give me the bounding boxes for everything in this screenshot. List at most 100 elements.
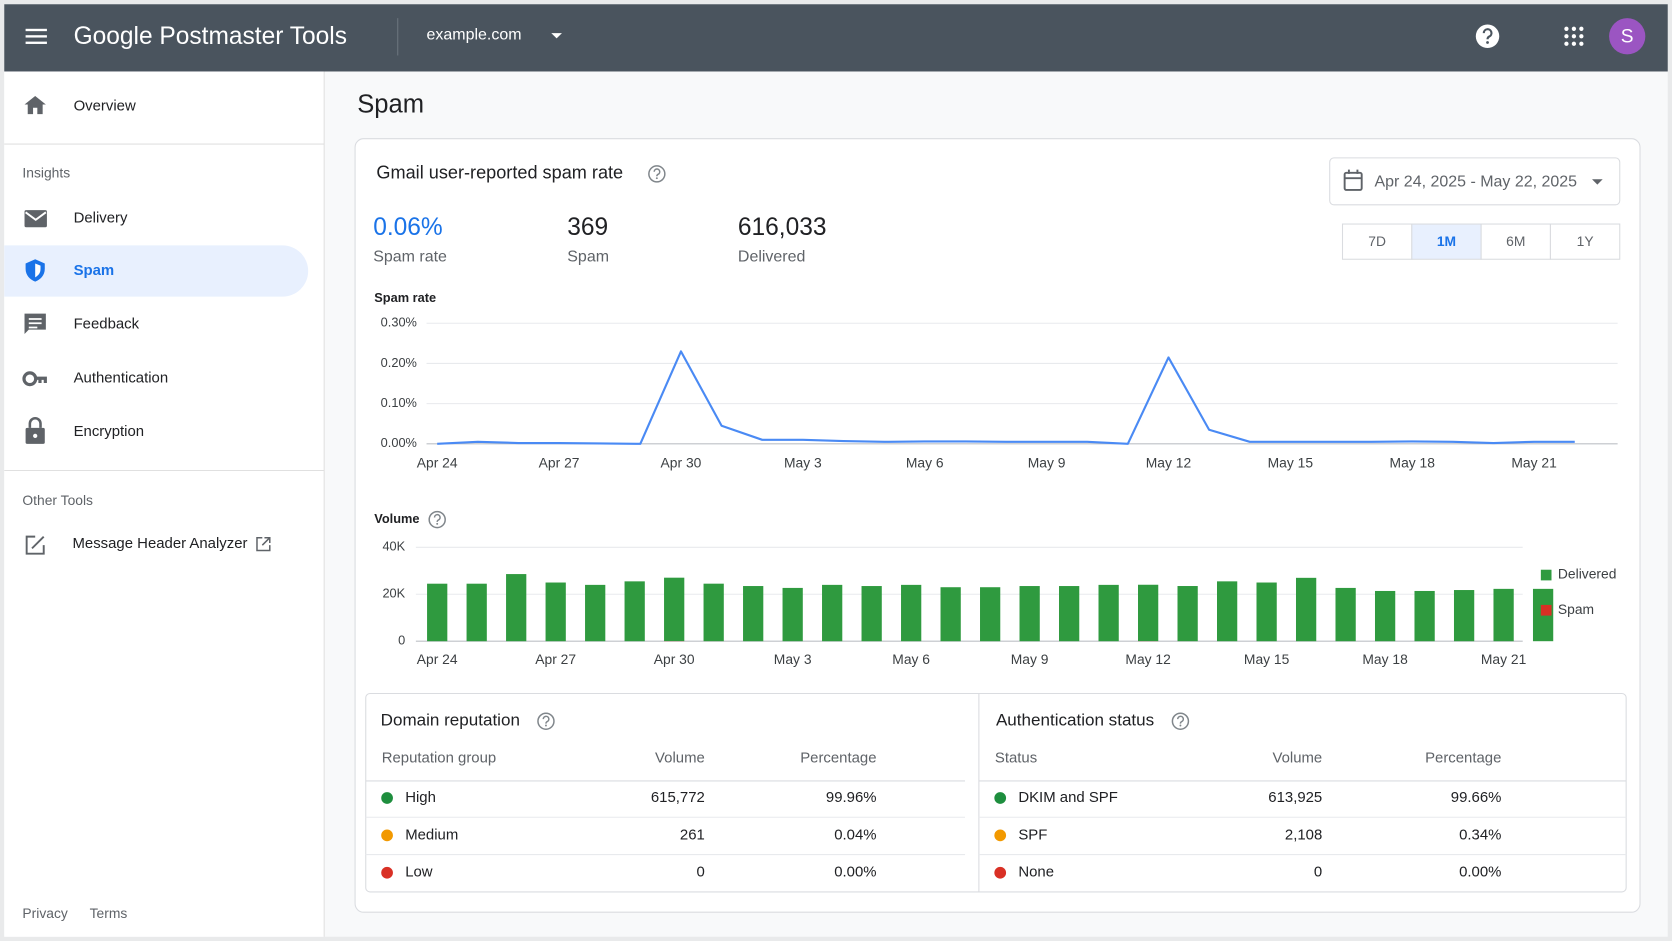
- legend-label[interactable]: Delivered: [1558, 566, 1617, 582]
- chart-title: Volume: [374, 511, 419, 526]
- footer-link[interactable]: Terms: [90, 905, 128, 921]
- table-cell: Low: [405, 864, 433, 881]
- section-heading: Insights: [22, 165, 70, 181]
- nav-item[interactable]: Authentication: [74, 370, 169, 387]
- help-mark: [1177, 715, 1184, 724]
- bar-segment: [1019, 586, 1040, 642]
- date-range: Apr 24, 2025 - May 22, 2025: [1374, 174, 1577, 191]
- avatar-initial: S: [1621, 26, 1634, 47]
- table-cell: 0.00%: [834, 864, 876, 881]
- legend-label[interactable]: Spam: [1558, 601, 1594, 617]
- help-mark: [542, 715, 550, 724]
- home-icon: [24, 96, 46, 115]
- table-cell: 99.66%: [1451, 789, 1502, 806]
- table-cell: 261: [680, 826, 705, 843]
- table-cell: 615,772: [651, 789, 705, 806]
- bar-segment: [1374, 590, 1396, 642]
- bar-segment: [1138, 584, 1159, 642]
- nav-overview[interactable]: Overview: [74, 98, 136, 115]
- table-cell: 0: [697, 864, 705, 881]
- table-cell: 99.96%: [826, 789, 877, 806]
- table-cell: None: [1018, 864, 1054, 881]
- x-tick-label: May 6: [892, 651, 930, 667]
- help-mark: [653, 168, 661, 177]
- table-cell: High: [405, 789, 436, 806]
- bar-segment: [703, 583, 724, 642]
- dropdown-caret[interactable]: [1592, 179, 1603, 185]
- table-cell: 2,108: [1285, 826, 1322, 843]
- y-tick-label: 40K: [382, 539, 405, 554]
- bar-segment: [1414, 590, 1435, 642]
- table-cell: 613,925: [1268, 789, 1322, 806]
- bar-segment: [466, 583, 487, 642]
- bar-segment: [822, 584, 843, 642]
- bar-segment: [585, 584, 606, 642]
- nav-selected-bg: [4, 245, 309, 297]
- bar-segment: [1256, 582, 1277, 642]
- bar-segment: [1177, 586, 1198, 642]
- range-button[interactable]: [1480, 223, 1551, 260]
- avatar[interactable]: [1609, 18, 1646, 55]
- nav-icon: [25, 211, 47, 221]
- nav-item[interactable]: Spam: [74, 262, 115, 279]
- column-header: Volume: [655, 749, 705, 766]
- calendar-icon: [1343, 169, 1363, 191]
- date-range-picker[interactable]: [1329, 157, 1621, 206]
- table-cell: 0: [1314, 864, 1322, 881]
- legend-swatch: [1540, 569, 1552, 581]
- help-button[interactable]: [1475, 24, 1500, 49]
- column-header: Volume: [1272, 749, 1322, 766]
- range-button[interactable]: [1341, 223, 1413, 260]
- top-bar: [4, 4, 1668, 72]
- help-ring: [537, 712, 555, 730]
- column-header: Percentage: [1425, 749, 1501, 766]
- product-name: Google Postmaster Tools: [74, 23, 347, 50]
- help-mark: [433, 513, 441, 522]
- bar-segment: [940, 587, 961, 642]
- stat-label: Spam rate: [373, 248, 447, 265]
- y-tick-label: 0.00%: [381, 435, 417, 450]
- range-label: 1Y: [1577, 233, 1594, 249]
- column-header: Percentage: [800, 749, 876, 766]
- dropdown-caret[interactable]: [551, 33, 562, 39]
- range-label: 7D: [1368, 233, 1386, 249]
- x-tick-label: Apr 27: [539, 455, 580, 471]
- menu-button[interactable]: [25, 28, 47, 44]
- bar-segment: [1216, 581, 1238, 642]
- bar-segment: [1059, 586, 1080, 642]
- bar-segment: [901, 584, 922, 642]
- nav-item[interactable]: Feedback: [74, 315, 140, 332]
- bar-segment: [1098, 584, 1119, 642]
- help-ring: [428, 510, 446, 529]
- nav-icon: [28, 417, 42, 428]
- x-tick-label: May 6: [906, 455, 944, 471]
- bar-segment: [1295, 577, 1317, 642]
- x-tick-label: May 21: [1511, 455, 1557, 471]
- nav-other[interactable]: Message Header Analyzer: [73, 535, 248, 552]
- help-icon[interactable]: [648, 165, 666, 183]
- external-link-icon: [256, 536, 271, 552]
- bar-segment: [545, 582, 566, 642]
- nav-icon: [35, 376, 47, 384]
- y-tick-label: 0.30%: [381, 315, 417, 330]
- footer-link[interactable]: Privacy: [22, 905, 67, 921]
- edit-icon: [25, 535, 45, 555]
- domain-selector[interactable]: example.com: [427, 26, 522, 43]
- apps-button[interactable]: [1564, 26, 1584, 46]
- table-cell: SPF: [1018, 826, 1047, 843]
- nav-item[interactable]: Delivery: [74, 210, 128, 227]
- status-dot: [994, 866, 1007, 879]
- bar-segment: [980, 587, 1001, 642]
- stat-value: 616,033: [738, 214, 827, 241]
- range-button[interactable]: [1549, 223, 1621, 260]
- x-tick-label: Apr 24: [417, 455, 458, 471]
- column-header: Reputation group: [382, 749, 496, 766]
- nav-icon: [35, 263, 41, 278]
- x-tick-label: Apr 24: [417, 651, 458, 667]
- x-tick-label: May 21: [1481, 651, 1527, 667]
- bar-segment: [427, 583, 448, 642]
- nav-item[interactable]: Encryption: [74, 423, 144, 440]
- x-tick-label: May 12: [1125, 651, 1171, 667]
- help-dot: [544, 724, 547, 727]
